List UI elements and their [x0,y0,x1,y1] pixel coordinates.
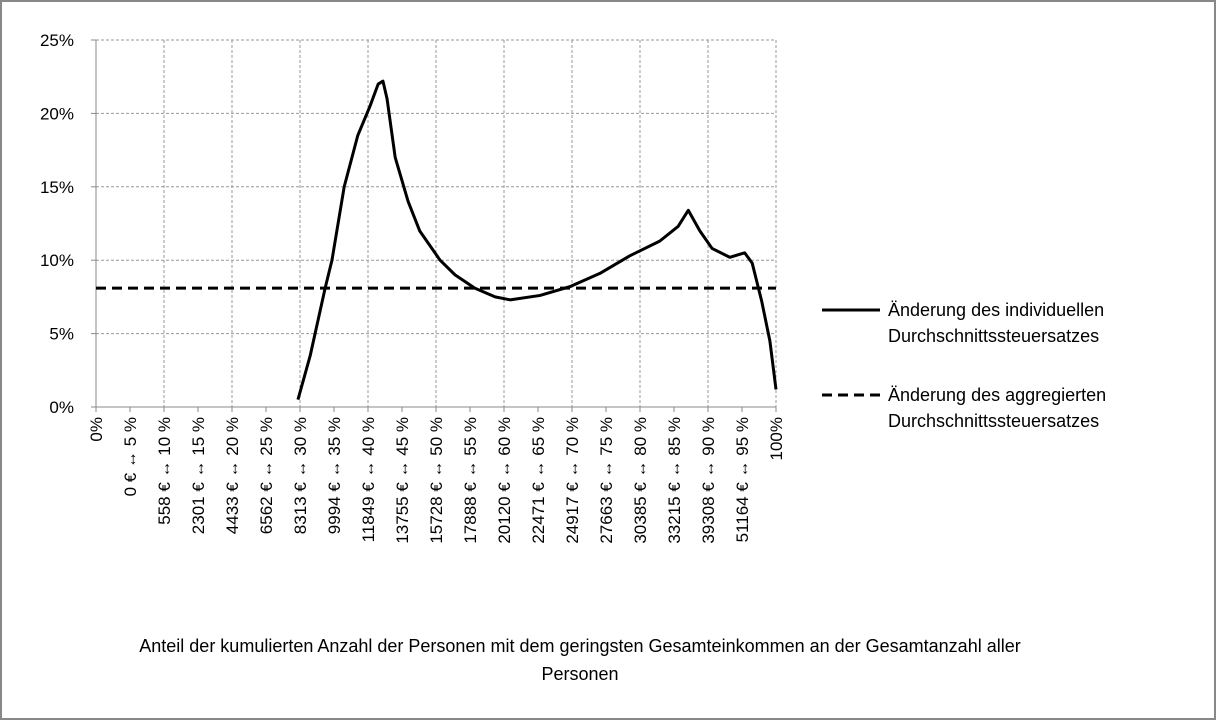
x-tick-label: 33215 € ↔ 85 % [665,417,684,544]
x-tick-label: 8313 € ↔ 30 % [291,417,310,534]
x-tick-label: 24917 € ↔ 70 % [563,417,582,544]
x-tick-label: 20120 € ↔ 60 % [495,417,514,544]
y-tick-label: 25% [40,31,74,50]
y-tick-label: 10% [40,251,74,270]
line-series [296,79,778,401]
x-tick-label: 6562 € ↔ 25 % [257,417,276,534]
x-tick-label: 100% [767,417,786,460]
x-tick-label: 27663 € ↔ 75 % [597,417,616,544]
y-tick-label: 15% [40,178,74,197]
x-tick-label: 15728 € ↔ 50 % [427,417,446,544]
x-tick-label: 0 € ↔ 5 % [121,417,140,496]
x-tick-label: 30385 € ↔ 80 % [631,417,650,544]
x-tick-label: 22471 € ↔ 65 % [529,417,548,544]
x-tick-label: 11849 € ↔ 40 % [359,417,378,542]
y-tick-label: 5% [49,325,74,344]
x-tick-label: 17888 € ↔ 55 % [461,417,480,544]
legend-label: Änderung des aggregierten Durchschnittss… [888,385,1107,431]
x-tick-label: 13755 € ↔ 45 % [393,417,412,544]
x-tick-label: 51164 € ↔ 95 % [733,417,752,542]
x-tick-label: 9994 € ↔ 35 % [325,417,344,534]
x-tick-label: 39308 € ↔ 90 % [699,417,718,544]
legend-label: Änderung des individuellen Durchschnitts… [888,300,1105,346]
x-tick-label: 0% [87,417,106,442]
x-tick-label: 2301 € ↔ 15 % [189,417,208,534]
y-tick-label: 0% [49,398,74,417]
x-tick-label: 4433 € ↔ 20 % [223,417,242,534]
x-tick-label: 558 € ↔ 10 % [155,417,174,525]
x-axis-title: Anteil der kumulierten Anzahl der Person… [139,636,1021,684]
y-tick-label: 20% [40,104,74,123]
